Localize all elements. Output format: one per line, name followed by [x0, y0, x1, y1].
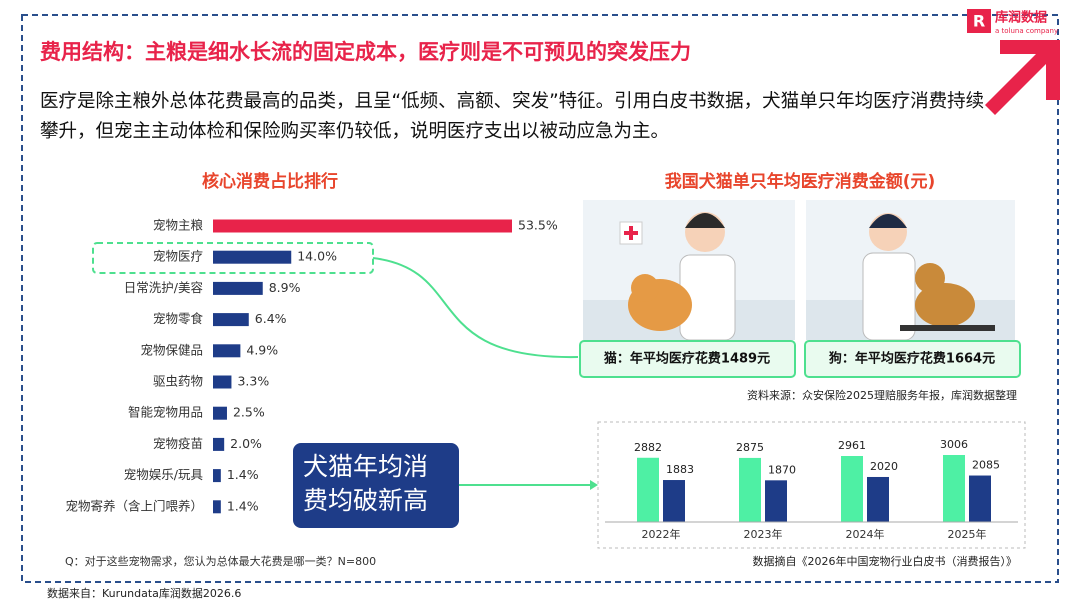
value-label: 2085: [972, 459, 1000, 472]
frame: [21, 14, 1059, 583]
description: 医疗是除主粮外总体花费最高的品类，且呈“低频、高额、突发”特征。引用白皮书数据，…: [40, 91, 985, 142]
bar: [213, 500, 221, 514]
value-label: 53.5%: [518, 218, 558, 233]
value-label: 3006: [940, 438, 968, 451]
bar: [739, 457, 761, 522]
category-label: 宠物娱乐/玩具: [124, 467, 204, 482]
bar: [637, 457, 659, 522]
x-tick-label: 2024年: [846, 527, 885, 541]
logo-arrow: [985, 40, 1060, 115]
chart-title: 核心消费占比排行: [202, 171, 338, 192]
category-label: 宠物医疗: [153, 249, 203, 264]
category-label: 宠物主粮: [153, 218, 204, 233]
value-label: 2.0%: [230, 436, 262, 451]
callout: 犬猫年均消费均破新高: [303, 452, 429, 515]
category-label: 宠物零食: [153, 311, 204, 326]
chart-source: 数据摘自《2026年中国宠物行业白皮书（消费报告）》: [753, 554, 1018, 568]
chart-title: 我国犬猫单只年均医疗消费金额(元): [665, 171, 936, 192]
card-text: 狗：年平均医疗花费1664元: [829, 351, 995, 367]
card-text: 猫：年平均医疗花费1489元: [604, 351, 770, 367]
bar: [867, 476, 889, 522]
value-label: 4.9%: [246, 342, 278, 357]
callout-box: [293, 443, 459, 528]
chart-note: Q：对于这些宠物需求，您认为总体最大花费是哪一类？N=800: [65, 554, 376, 568]
bar: [213, 313, 249, 327]
arrow-head: [590, 480, 598, 490]
card: [804, 340, 1021, 378]
bar: [213, 250, 292, 264]
x-tick-label: 2025年: [948, 527, 987, 541]
value-label: 8.9%: [269, 280, 301, 295]
source: 资料来源：众安保险2025理赔服务年报，库润数据整理: [747, 388, 1017, 402]
value-label: 2961: [838, 439, 866, 452]
category-label: 宠物疫苗: [153, 436, 203, 451]
highlight: [92, 242, 374, 274]
bar: [663, 480, 685, 522]
category-label: 宠物保健品: [140, 342, 203, 357]
value-label: 1883: [666, 463, 694, 476]
value-label: 2882: [634, 441, 662, 454]
bar: [213, 406, 227, 420]
connector: [372, 257, 579, 359]
category-label: 智能宠物用品: [128, 405, 203, 420]
bar: [841, 456, 863, 522]
value-label: 2875: [736, 441, 764, 454]
value-label: 1.4%: [227, 498, 259, 513]
footer: 数据来自：Kurundata库润数据2026.6: [47, 586, 241, 600]
logo-mark: [967, 9, 991, 33]
value-label: 1.4%: [227, 467, 259, 482]
category-label: 日常洗护/美容: [124, 280, 203, 295]
value-label: 14.0%: [297, 249, 337, 264]
brand-name: 库润数据: [995, 10, 1047, 26]
value-label: 2.5%: [233, 405, 265, 420]
slide-title: 费用结构：主粮是细水长流的固定成本，医疗则是不可预见的突发压力: [40, 40, 691, 64]
bar: [213, 469, 221, 483]
bar: [969, 475, 991, 522]
logo-glyph: R: [973, 12, 985, 31]
card: [579, 340, 796, 378]
x-tick-label: 2022年: [642, 527, 681, 541]
category-label: 驱虫药物: [153, 374, 203, 389]
vet-dog-illustration: [806, 200, 1015, 341]
value-label: 2020: [870, 460, 898, 473]
category-label: 宠物寄养（含上门喂养）: [65, 498, 203, 513]
value-label: 6.4%: [255, 311, 287, 326]
brand-tagline: a toluna company: [995, 27, 1058, 35]
x-tick-label: 2023年: [744, 527, 783, 541]
value-label: 1870: [768, 463, 796, 476]
bar: [213, 281, 263, 295]
value-label: 3.3%: [237, 374, 269, 389]
bar: [213, 375, 232, 389]
bar: [943, 455, 965, 522]
bar: [213, 437, 225, 451]
bar: [765, 480, 787, 522]
vet-cat-illustration: [583, 200, 795, 341]
bar: [213, 219, 512, 233]
bar: [213, 344, 241, 358]
